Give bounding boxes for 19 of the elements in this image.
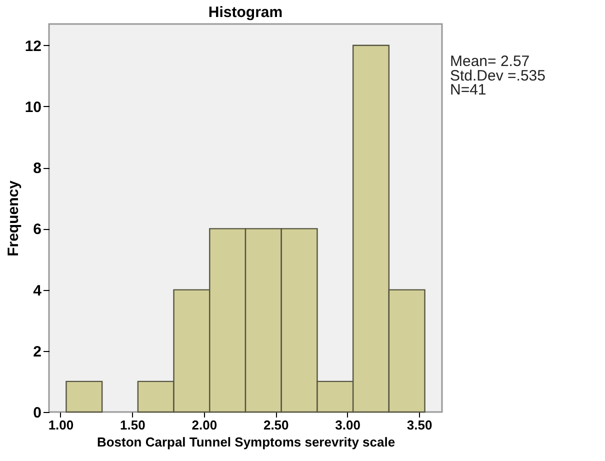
y-axis-title: Frequency [4,180,22,256]
x-tick-label: 1.50 [120,418,146,432]
y-tick-label: 2 [33,343,42,360]
y-tick-label: 12 [24,38,42,55]
text: N=41 [450,82,486,99]
text: Std.Dev =.535 [450,67,546,84]
x-tick-label: 2.00 [192,418,218,432]
x-axis-title: Boston Carpal Tunnel Symptoms serevrity scale [96,434,396,450]
x-tick-label: 2.50 [263,418,289,432]
x-tick-label: 3.50 [406,418,432,432]
y-tick-label: 0 [33,404,42,422]
y-tick-label: 6 [33,221,42,238]
y-tick-label: 4 [33,282,42,300]
y-tick-label: 8 [33,160,42,178]
x-tick-label: 1.00 [48,418,74,432]
x-tick-label: 3.00 [335,418,360,432]
chart-title: Histogram [208,4,283,21]
text: Mean= 2.57 [450,53,530,70]
y-tick-label: 10 [24,98,42,116]
